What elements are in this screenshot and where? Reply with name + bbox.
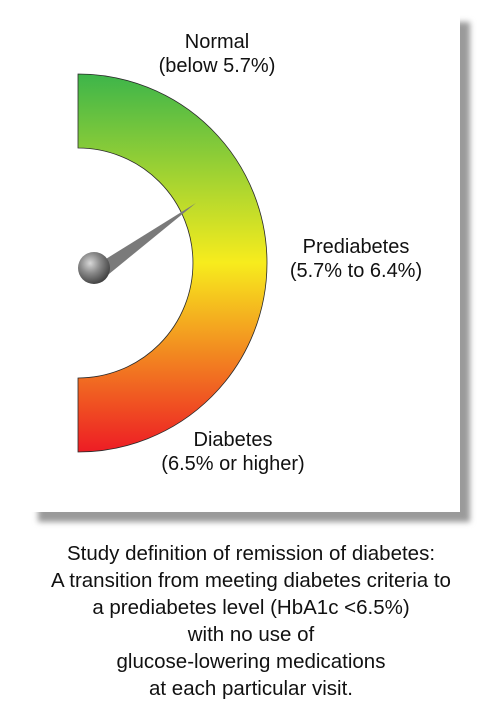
zone-range-diabetes: (6.5% or higher) (161, 453, 305, 475)
caption-line: a prediabetes level (HbA1c <6.5%) (92, 596, 410, 619)
caption-line: Study definition of remission of diabete… (66, 542, 436, 565)
zone-name-diabetes: Diabetes (193, 429, 273, 451)
zone-label-diabetes: Diabetes (6.5% or higher) (148, 428, 318, 476)
zone-range-prediabetes: (5.7% to 6.4%) (289, 260, 423, 282)
zone-label-prediabetes: Prediabetes (5.7% to 6.4%) (276, 235, 436, 283)
gauge-arc (77, 73, 268, 453)
zone-name-prediabetes: Prediabetes (302, 236, 410, 258)
caption-line: with no use of (187, 623, 315, 646)
zone-label-normal: Normal (below 5.7%) (147, 30, 287, 78)
zone-range-normal: (below 5.7%) (158, 55, 276, 77)
zone-name-normal: Normal (184, 31, 250, 53)
caption-line: glucose-lowering medications (116, 650, 386, 673)
gauge-needle (101, 203, 196, 274)
caption-line: A transition from meeting diabetes crite… (51, 569, 451, 592)
gauge-needle-hub (78, 252, 110, 284)
caption-line: at each particular visit. (149, 677, 353, 700)
remission-definition-caption: Study definition of remission of diabete… (0, 540, 502, 702)
